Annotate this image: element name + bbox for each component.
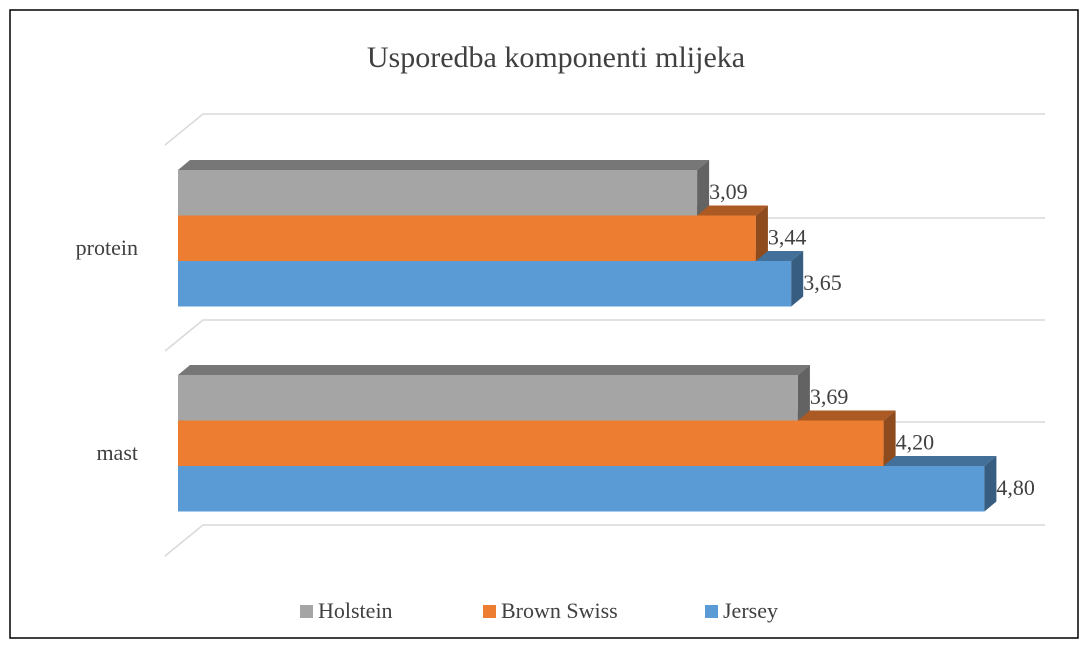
legend-label: Holstein <box>318 598 393 623</box>
bar <box>178 160 710 216</box>
bar-front <box>178 170 698 216</box>
bar-side <box>791 251 804 307</box>
data-label: 3,44 <box>768 225 807 250</box>
legend-swatch <box>705 605 718 618</box>
bar-top <box>178 160 710 170</box>
chart-title: Usporedba komponenti mlijeka <box>367 41 745 74</box>
bar-front <box>178 466 985 512</box>
bar-front <box>178 215 756 261</box>
grid-line <box>164 524 1045 557</box>
chart-frame <box>9 9 1079 639</box>
bar-side <box>984 456 997 512</box>
data-label: 3,65 <box>803 270 842 295</box>
legend-label: Brown Swiss <box>501 598 618 623</box>
bar-front <box>178 261 792 307</box>
grid-line <box>164 113 1045 146</box>
legend-swatch <box>300 605 313 618</box>
grid-line <box>164 319 1045 352</box>
data-label: 3,09 <box>709 179 748 204</box>
data-label: 4,20 <box>896 430 935 455</box>
bar-side <box>797 365 810 421</box>
bar-side <box>697 160 710 216</box>
category-label: mast <box>96 440 138 465</box>
legend-label: Jersey <box>723 598 778 623</box>
category-label: protein <box>76 235 138 260</box>
bar-front <box>178 420 884 466</box>
bar-front <box>178 375 798 421</box>
bar-side <box>883 410 896 466</box>
legend-swatch <box>483 605 496 618</box>
bar-top <box>178 365 810 375</box>
data-label: 3,69 <box>810 384 849 409</box>
data-label: 4,80 <box>996 475 1035 500</box>
bar <box>178 365 810 421</box>
bar-side <box>755 205 768 261</box>
